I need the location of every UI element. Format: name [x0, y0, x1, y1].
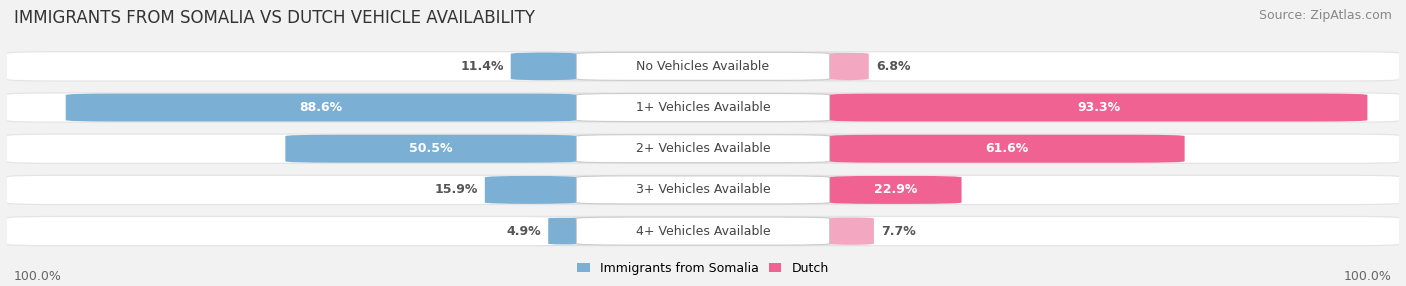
FancyBboxPatch shape: [7, 216, 1399, 246]
FancyBboxPatch shape: [7, 217, 576, 245]
Text: 50.5%: 50.5%: [409, 142, 453, 155]
Text: 2+ Vehicles Available: 2+ Vehicles Available: [636, 142, 770, 155]
FancyBboxPatch shape: [830, 217, 1399, 245]
FancyBboxPatch shape: [576, 217, 830, 245]
FancyBboxPatch shape: [285, 135, 576, 163]
Text: 88.6%: 88.6%: [299, 101, 343, 114]
FancyBboxPatch shape: [830, 94, 1399, 122]
FancyBboxPatch shape: [485, 176, 576, 204]
Text: 1+ Vehicles Available: 1+ Vehicles Available: [636, 101, 770, 114]
FancyBboxPatch shape: [830, 135, 1399, 163]
Text: 61.6%: 61.6%: [986, 142, 1029, 155]
FancyBboxPatch shape: [830, 52, 1399, 80]
FancyBboxPatch shape: [830, 135, 1185, 163]
FancyBboxPatch shape: [66, 94, 576, 122]
Legend: Immigrants from Somalia, Dutch: Immigrants from Somalia, Dutch: [572, 257, 834, 280]
Text: IMMIGRANTS FROM SOMALIA VS DUTCH VEHICLE AVAILABILITY: IMMIGRANTS FROM SOMALIA VS DUTCH VEHICLE…: [14, 9, 536, 27]
FancyBboxPatch shape: [820, 52, 879, 80]
FancyBboxPatch shape: [576, 52, 830, 80]
FancyBboxPatch shape: [7, 92, 1399, 123]
FancyBboxPatch shape: [7, 175, 1399, 205]
Text: 100.0%: 100.0%: [14, 270, 62, 283]
FancyBboxPatch shape: [830, 176, 962, 204]
Text: 15.9%: 15.9%: [434, 183, 478, 196]
FancyBboxPatch shape: [830, 94, 1368, 122]
Text: Source: ZipAtlas.com: Source: ZipAtlas.com: [1258, 9, 1392, 21]
FancyBboxPatch shape: [7, 94, 576, 122]
Text: 100.0%: 100.0%: [1344, 270, 1392, 283]
FancyBboxPatch shape: [510, 52, 576, 80]
FancyBboxPatch shape: [7, 51, 1399, 82]
Text: 22.9%: 22.9%: [875, 183, 917, 196]
Text: 7.7%: 7.7%: [882, 225, 915, 238]
FancyBboxPatch shape: [576, 94, 830, 122]
FancyBboxPatch shape: [7, 135, 576, 163]
Text: 11.4%: 11.4%: [460, 60, 503, 73]
FancyBboxPatch shape: [576, 176, 830, 204]
FancyBboxPatch shape: [7, 52, 576, 80]
Text: 3+ Vehicles Available: 3+ Vehicles Available: [636, 183, 770, 196]
FancyBboxPatch shape: [7, 176, 576, 204]
Text: 6.8%: 6.8%: [876, 60, 910, 73]
Text: No Vehicles Available: No Vehicles Available: [637, 60, 769, 73]
FancyBboxPatch shape: [7, 134, 1399, 164]
Text: 4.9%: 4.9%: [506, 225, 541, 238]
FancyBboxPatch shape: [830, 176, 1399, 204]
FancyBboxPatch shape: [576, 135, 830, 163]
FancyBboxPatch shape: [527, 217, 598, 245]
FancyBboxPatch shape: [825, 217, 879, 245]
Text: 93.3%: 93.3%: [1077, 101, 1121, 114]
Text: 4+ Vehicles Available: 4+ Vehicles Available: [636, 225, 770, 238]
